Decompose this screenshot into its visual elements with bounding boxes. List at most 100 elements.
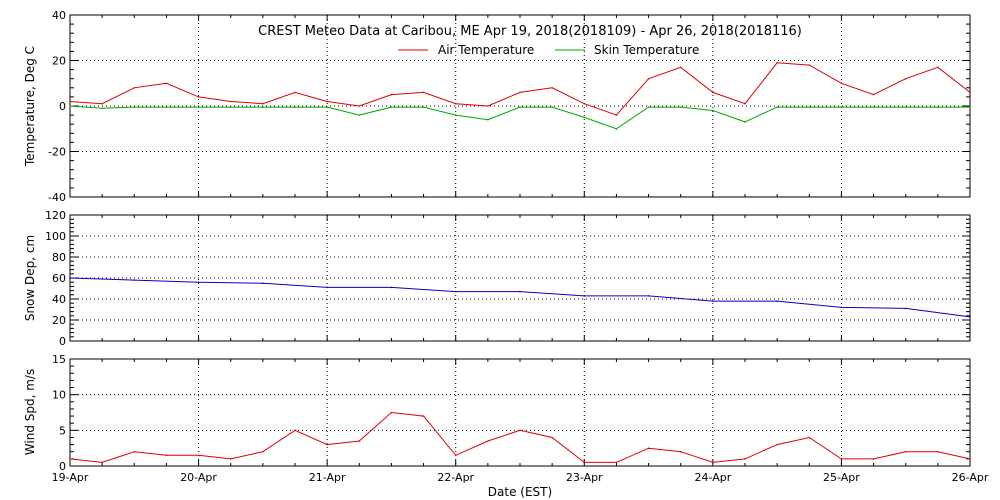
temperature-series-0-point [872,93,875,96]
wind-axis-label: Wind Spd, m/s [23,369,37,455]
temperature-series-1-point [969,106,971,108]
wind-series-0-point [969,458,971,460]
snow-series-0-point [262,282,264,285]
snow-series-0-point [904,307,907,310]
wind-series-0-point [487,440,489,442]
temperature-series-1-point [229,106,232,108]
wind-series-0-point [904,450,907,453]
temperature-series-0-point [262,102,264,105]
temperature-series-0-point [679,66,682,69]
wind-series-0-point [262,450,264,453]
temperature-series-1-point [390,106,393,108]
temperature-series-1-point [904,106,907,108]
snow-y-tick-label: 0 [59,335,66,348]
x-axis-label: Date (EST) [488,485,552,499]
temperature-axis-label: Temperature, Deg C [23,46,37,167]
wind-y-tick-label: 10 [52,389,66,402]
temperature-series-1-point [133,106,136,108]
temperature-series-0-point [69,100,71,103]
wind-series-0-point [101,461,103,464]
temperature-series-1-point [744,121,746,123]
x-tick-label: 25-Apr [823,471,860,484]
temperature-series-0-point [744,102,746,105]
x-tick-label: 20-Apr [180,471,217,484]
wind-series-0-point [551,436,553,439]
temperature-series-0-point [647,77,650,80]
wind-series-0-point [808,436,811,439]
legend-label-air-temperature: Air Temperature [438,43,534,57]
wind-series-0-point [712,461,714,464]
temperature-series-1-point [615,128,618,130]
temperature-series-1-point [679,106,682,108]
temperature-series-0-point [229,100,232,103]
wind-series-0-point [840,458,843,460]
temperature-series-1-point [551,106,553,108]
snow-y-tick-label: 60 [52,272,66,285]
temperature-series-0-point [487,105,489,107]
snow-series-0-point [712,300,714,302]
x-tick-label: 19-Apr [52,471,89,484]
wind-series-0-point [229,458,232,460]
temperature-series-0-point [904,77,907,80]
temperature-series-0-point [551,87,553,89]
x-tick-label: 22-Apr [437,471,474,484]
snow-y-tick-label: 40 [52,293,66,306]
wind-series-0-point [776,443,778,446]
snow-series-0-point [583,295,586,297]
temperature-series-1-point [197,106,200,108]
temperature-series-1-point [165,106,168,108]
snow-series-0-point [776,300,778,302]
temperature-series-0-point [165,82,168,85]
wind-series-0-point [679,450,682,453]
temperature-series-0-point [133,87,136,89]
snow-series-0-point [69,277,71,279]
temperature-series-0-point [519,91,521,94]
temperature-series-0-point [454,102,457,105]
temperature-series-1-point [69,105,71,107]
temperature-series-0-point [808,64,811,66]
temperature-series-0-point [712,91,714,94]
wind-series-0-point [519,429,521,432]
temperature-series-1-point [326,106,328,108]
legend-label-skin-temperature: Skin Temperature [594,43,699,57]
temperature-series-1-point [454,114,457,116]
temperature-y-tick-label: 0 [59,100,66,113]
snow-series-0-point [969,316,971,318]
snow-y-tick-label: 80 [52,251,66,264]
temperature-series-0-point [776,62,778,64]
snow-series-0-point [326,286,328,289]
wind-series-0-point [583,461,586,464]
temperature-series-1-point [872,106,875,108]
wind-series-0-point [937,450,939,453]
snow-series-0-point [647,295,650,297]
temperature-y-tick-label: 20 [52,55,66,68]
snow-y-tick-label: 120 [45,209,66,222]
wind-series-0-point [326,443,328,446]
temperature-series-0-point [615,114,618,116]
snow-series-0-point [454,290,457,293]
temperature-series-1-point [101,107,103,110]
snow-series-0-point [133,279,136,281]
temperature-series-0-point [358,105,361,107]
wind-series-0-point [390,411,393,414]
wind-y-tick-label: 5 [59,424,66,437]
temperature-series-1-point [487,118,489,121]
x-tick-label: 21-Apr [309,471,346,484]
temperature-series-1-point [262,106,264,108]
temperature-y-tick-label: -40 [48,191,66,204]
wind-series-0-point [197,454,200,457]
wind-series-0-point [615,461,618,464]
chart-title: CREST Meteo Data at Caribou, ME Apr 19, … [258,24,802,39]
snow-series-0-point [197,281,200,284]
temperature-series-1-point [358,114,361,116]
temperature-y-tick-label: -20 [48,146,66,159]
snow-y-tick-label: 100 [45,230,66,243]
temperature-series-1-point [294,106,296,108]
snow-series-0-point [519,290,521,293]
snow-series-0-point [840,306,843,309]
temperature-series-1-point [422,106,425,108]
wind-series-0-point [422,415,425,417]
x-tick-label: 24-Apr [694,471,731,484]
